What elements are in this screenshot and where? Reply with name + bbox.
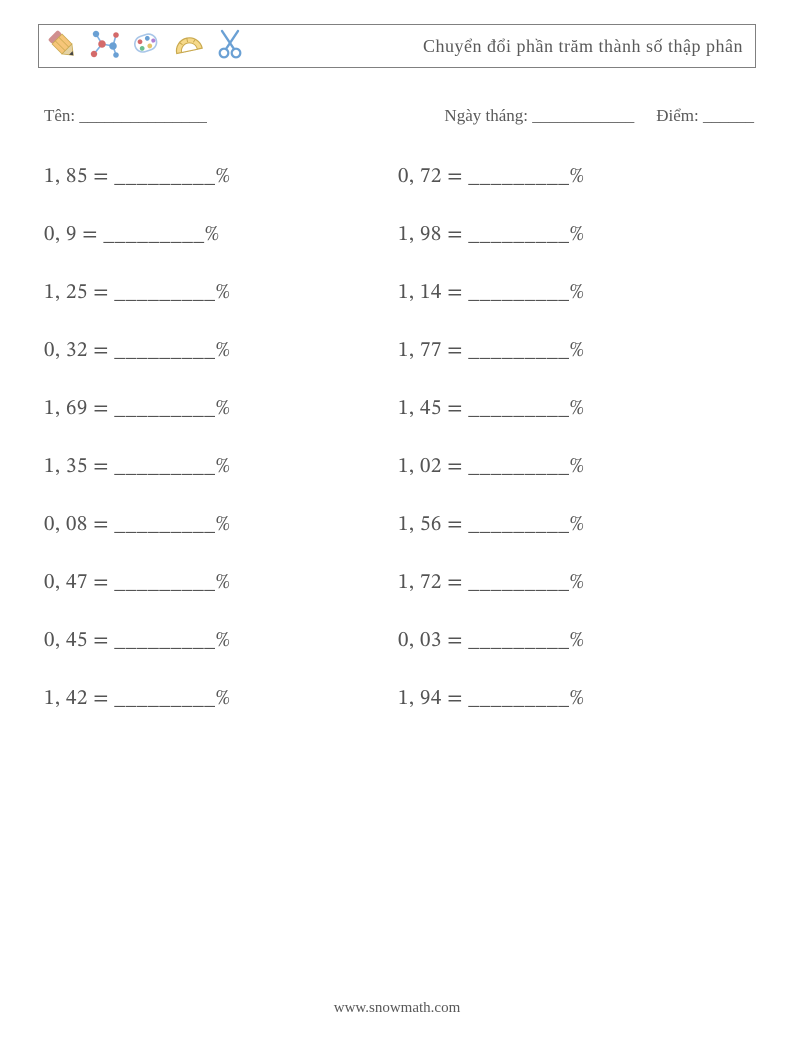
score-field-label: Điểm: ______ [656,106,754,126]
problem-item: 1, 56 = _________% [398,512,738,538]
header-box: Chuyển đổi phần trăm thành số thập phân [38,24,756,68]
problem-item: 0, 47 = _________% [44,570,384,596]
footer-url: www.snowmath.com [0,1000,794,1017]
problem-item: 1, 98 = _________% [398,222,738,248]
problem-item: 0, 9 = _________% [44,222,384,248]
meta-row: Tên: _______________ Ngày tháng: _______… [38,106,756,126]
worksheet-title: Chuyển đổi phần trăm thành số thập phân [423,36,743,57]
name-field-label: Tên: _______________ [38,106,207,126]
protractor-icon [171,27,205,66]
problem-item: 1, 02 = _________% [398,454,738,480]
problem-item: 0, 72 = _________% [398,164,738,190]
problem-item: 1, 72 = _________% [398,570,738,596]
problem-item: 1, 77 = _________% [398,338,738,364]
problem-item: 1, 94 = _________% [398,686,738,712]
problem-item: 0, 45 = _________% [44,628,384,654]
problem-item: 1, 25 = _________% [44,280,384,306]
molecule-icon [87,27,121,66]
scissors-icon [213,27,247,66]
problem-item: 0, 32 = _________% [44,338,384,364]
header-icon-row [45,27,247,66]
problem-item: 1, 14 = _________% [398,280,738,306]
problem-item: 0, 08 = _________% [44,512,384,538]
palette-icon [129,27,163,66]
worksheet-page: Chuyển đổi phần trăm thành số thập phân … [0,0,794,1053]
pencil-icon [45,27,79,66]
problem-item: 1, 35 = _________% [44,454,384,480]
problems-grid: 1, 85 = _________% 0, 72 = _________% 0, 9… [38,164,756,712]
problem-item: 1, 69 = _________% [44,396,384,422]
problem-item: 1, 45 = _________% [398,396,738,422]
problem-item: 1, 85 = _________% [44,164,384,190]
problem-item: 0, 03 = _________% [398,628,738,654]
date-field-label: Ngày tháng: ____________ [444,106,634,126]
problem-item: 1, 42 = _________% [44,686,384,712]
